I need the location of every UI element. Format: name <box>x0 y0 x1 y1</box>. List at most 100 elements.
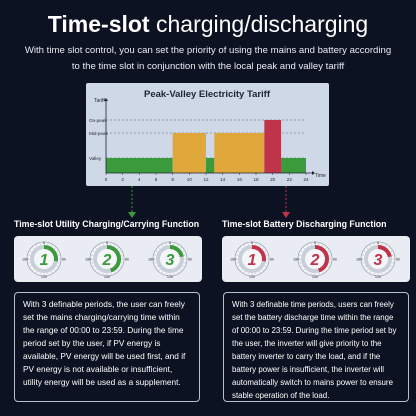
dial-tick <box>385 271 387 273</box>
x-tick-label: 0 <box>105 177 108 182</box>
timer-dial-3: 0 6h 12h 18h 3 <box>356 241 400 279</box>
dial-tick <box>51 245 53 247</box>
dial-arc <box>106 245 121 273</box>
dial-tick <box>243 271 245 273</box>
dial-tick <box>35 245 37 247</box>
left-arrow-head-icon <box>128 212 136 218</box>
level-label-valley: Valley <box>89 156 102 161</box>
dial-arc <box>377 245 392 258</box>
dial-tick <box>366 247 368 249</box>
dial-tick <box>32 269 34 271</box>
dial-tick <box>32 247 34 249</box>
dial-label-left: 18h <box>230 258 236 262</box>
level-label-on-peak: On-peak <box>89 118 107 123</box>
tariff-bar-on-peak <box>264 120 281 173</box>
dial-arc <box>314 245 329 273</box>
chart-svg: Peak-Valley Electricity Tariff Tariff Time… <box>89 89 326 182</box>
dial-tick <box>156 250 158 252</box>
dial-label-left: 18h <box>148 258 154 262</box>
dial-tick <box>30 250 32 252</box>
y-axis-arrow-icon <box>104 98 108 101</box>
dial-tick <box>119 250 121 252</box>
dial-tick <box>325 247 327 249</box>
dial-tick <box>322 245 324 247</box>
dial-label-top: 0 <box>314 241 316 245</box>
dial-tick <box>264 250 266 252</box>
subtitle: With time slot control, you can set the … <box>24 45 392 72</box>
dial-tick <box>158 269 160 271</box>
dial-label-left: 18h <box>356 258 362 262</box>
x-axis-label: Time <box>315 173 326 179</box>
x-tick-label: 24 <box>303 177 309 182</box>
battery-section-title: Time-slot Battery Discharging Function <box>222 219 387 229</box>
dial-tick <box>301 250 303 252</box>
dial-label-right: 6h <box>125 258 129 262</box>
dial-tick <box>243 245 245 247</box>
dial-tick <box>303 269 305 271</box>
dial-label-bottom: 12h <box>167 275 173 279</box>
dial-number: 3 <box>166 252 175 269</box>
dial-tick <box>114 271 116 273</box>
x-tick-label: 2 <box>121 177 124 182</box>
dial-label-top: 0 <box>106 241 108 245</box>
x-tick-label: 12 <box>203 177 209 182</box>
dial-label-bottom: 12h <box>375 275 381 279</box>
tariff-bar-valley <box>106 158 173 173</box>
dial-tick <box>117 247 119 249</box>
dial-label-left: 18h <box>22 258 28 262</box>
dial-tick <box>390 250 392 252</box>
dial-tick <box>56 250 58 252</box>
dial-label-bottom: 12h <box>41 275 47 279</box>
y-axis-label: Tariff <box>94 98 105 104</box>
dial-tick <box>119 266 121 268</box>
tariff-bar-mid-peak <box>214 133 265 173</box>
dial-tick <box>93 250 95 252</box>
dial-tick <box>385 245 387 247</box>
dial-tick <box>369 271 371 273</box>
dial-tick <box>322 271 324 273</box>
dial-label-bottom: 12h <box>312 275 318 279</box>
x-tick-label: 8 <box>171 177 174 182</box>
dial-label-bottom: 12h <box>104 275 110 279</box>
dial-tick <box>98 271 100 273</box>
page-title: Time-slot charging/discharging <box>0 10 416 38</box>
dial-tick <box>262 247 264 249</box>
dial-number: 2 <box>310 252 320 269</box>
dial-tick <box>327 250 329 252</box>
dial-tick <box>54 269 56 271</box>
connector-arrows <box>128 186 290 218</box>
dial-arc <box>43 245 58 262</box>
dial-label-right: 6h <box>188 258 192 262</box>
dial-tick <box>390 266 392 268</box>
dial-label-top: 0 <box>169 241 171 245</box>
x-tick-label: 4 <box>138 177 141 182</box>
x-tick-label: 10 <box>187 177 193 182</box>
tariff-bar-valley <box>206 158 215 173</box>
dial-tick <box>306 271 308 273</box>
dial-number: 2 <box>102 252 112 269</box>
dial-label-right: 6h <box>62 258 66 262</box>
battery-description: With 3 definable time periods, users can… <box>223 292 409 402</box>
dial-tick <box>35 271 37 273</box>
dial-label-left: 18h <box>293 258 299 262</box>
battery-timer-panel: 0 6h 12h 18h 1 0 6h 12h 18h 2 0 6h 12h 18h 3 <box>222 236 410 282</box>
dial-label-top: 0 <box>377 241 379 245</box>
dial-tick <box>301 266 303 268</box>
dial-number: 1 <box>40 252 49 269</box>
tariff-bar-valley <box>281 158 306 173</box>
timer-dial-2: 0 6h 12h 18h 2 <box>85 241 129 279</box>
dial-tick <box>95 269 97 271</box>
x-tick-label: 20 <box>270 177 276 182</box>
dial-tick <box>114 245 116 247</box>
dial-tick <box>177 271 179 273</box>
tariff-bar-mid-peak <box>172 133 206 173</box>
timer-dial-2: 0 6h 12h 18h 2 <box>293 241 337 279</box>
level-label-mid-peak: Mid-peak <box>89 131 109 136</box>
dial-tick <box>161 245 163 247</box>
x-axis-arrow-icon <box>312 171 315 175</box>
dial-tick <box>238 266 240 268</box>
timer-dial-1: 0 6h 12h 18h 1 <box>22 241 66 279</box>
dial-tick <box>182 250 184 252</box>
dial-tick <box>156 266 158 268</box>
title-rest: charging/discharging <box>149 11 369 37</box>
